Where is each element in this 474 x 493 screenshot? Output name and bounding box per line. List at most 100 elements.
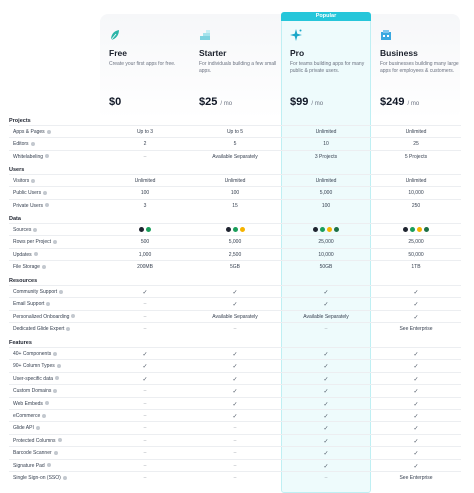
- cell-value: Unlimited: [405, 178, 427, 184]
- section-title: Data: [9, 216, 21, 222]
- cell-value: ✓: [142, 364, 148, 371]
- cell-value: ✓: [413, 364, 419, 371]
- cell-value: ✓: [323, 302, 329, 309]
- row-label: Protected Columns: [13, 438, 62, 444]
- cell-value: ✓: [232, 401, 238, 408]
- section-title: Features: [9, 340, 32, 346]
- plan-description: For businesses building many large apps …: [380, 61, 459, 74]
- info-icon[interactable]: [53, 388, 58, 393]
- cell-value: ✓: [413, 401, 419, 408]
- cell-value: 5,000: [228, 239, 242, 246]
- cell-value: 100: [230, 190, 240, 197]
- info-icon[interactable]: [45, 154, 50, 159]
- info-icon[interactable]: [46, 302, 51, 307]
- steps-icon: [199, 28, 211, 40]
- table-row: Public Users 100 100 5,000 10,000: [9, 186, 461, 198]
- info-icon[interactable]: [55, 376, 60, 381]
- table-row: Private Users 3 15 100 250: [9, 198, 461, 211]
- info-icon[interactable]: [41, 264, 46, 269]
- plan-price-pro: $99 / mo: [290, 96, 324, 108]
- info-icon[interactable]: [53, 351, 58, 356]
- cell-value: –: [143, 475, 147, 481]
- cell-value: 25,000: [318, 239, 334, 246]
- airtable-icon: [239, 227, 245, 232]
- cell-value: –: [233, 450, 237, 457]
- cell-value: ✓: [232, 389, 238, 396]
- glide-source-icon: [225, 227, 231, 232]
- cell-value: 2,500: [228, 251, 242, 258]
- row-label: Rows per Project: [13, 239, 58, 245]
- row-label: Web Embeds: [13, 401, 49, 407]
- cell-value: 50GB: [319, 264, 333, 271]
- cell-value: ✓: [232, 302, 238, 309]
- excel-icon: [424, 227, 429, 232]
- info-icon[interactable]: [53, 450, 58, 455]
- cell-value: 3 Projects: [314, 153, 338, 160]
- cell-value: ✓: [323, 401, 329, 408]
- info-icon[interactable]: [42, 413, 47, 418]
- table-row: Updates 1,000 2,500 10,000 50,000: [9, 247, 461, 260]
- info-icon[interactable]: [57, 438, 62, 443]
- building-icon: [380, 28, 392, 40]
- info-icon[interactable]: [46, 129, 51, 134]
- info-icon[interactable]: [33, 252, 38, 257]
- cell-value: ✓: [323, 426, 329, 433]
- cell-value: ✓: [323, 463, 329, 470]
- glide-source-icon: [313, 227, 318, 232]
- cell-value: ✓: [232, 376, 238, 383]
- cell-value: –: [143, 313, 147, 320]
- popular-badge: Popular: [281, 12, 371, 21]
- info-icon[interactable]: [35, 426, 40, 431]
- cell-value: ✓: [323, 438, 329, 445]
- info-icon[interactable]: [31, 178, 36, 183]
- airtable-icon: [417, 227, 422, 232]
- cell-value: 5: [233, 141, 237, 148]
- cell-value: 25: [413, 141, 419, 148]
- info-icon[interactable]: [59, 289, 64, 294]
- row-label: Single Sign-on (SSO): [13, 475, 67, 481]
- cell-value: –: [143, 326, 147, 333]
- row-label: Public Users: [13, 190, 48, 196]
- cell-value: 2: [143, 141, 147, 148]
- source-icons: [371, 227, 461, 234]
- cell-value: –: [233, 425, 237, 432]
- cell-value: 200MB: [137, 264, 153, 271]
- plan-starter: Starter For individuals building a few s…: [199, 28, 285, 81]
- cell-value: Up to 5: [226, 129, 244, 135]
- plan-price-starter: $25 / mo: [199, 96, 233, 108]
- cell-value: ✓: [232, 414, 238, 420]
- info-icon[interactable]: [53, 240, 58, 245]
- row-label: 40+ Components: [13, 351, 58, 357]
- info-icon[interactable]: [30, 142, 35, 147]
- info-icon[interactable]: [71, 314, 76, 319]
- cell-value: –: [233, 437, 237, 444]
- cell-value: ✓: [232, 290, 238, 296]
- table-row: Custom Domains – ✓ ✓ ✓: [9, 384, 461, 396]
- cell-value: –: [233, 462, 237, 469]
- plans-header-background: [100, 14, 460, 119]
- info-icon[interactable]: [46, 463, 51, 468]
- row-label: Personalized Onboarding: [13, 314, 76, 320]
- cell-value: 100: [140, 190, 150, 197]
- cell-value: –: [143, 400, 147, 407]
- cell-value: 100: [321, 202, 331, 209]
- google-sheets-icon: [232, 227, 238, 232]
- cell-value: 10: [323, 141, 329, 148]
- info-icon[interactable]: [44, 401, 49, 406]
- info-icon[interactable]: [45, 203, 50, 208]
- cell-value: 3: [143, 202, 147, 209]
- table-row: Glide API – – ✓ ✓: [9, 421, 461, 433]
- cell-value: ✓: [232, 364, 238, 371]
- table-row: Signature Pad – – ✓ ✓: [9, 458, 461, 471]
- info-icon[interactable]: [43, 191, 48, 196]
- info-icon[interactable]: [56, 364, 61, 369]
- info-icon[interactable]: [66, 326, 71, 331]
- info-icon[interactable]: [62, 475, 67, 480]
- info-icon[interactable]: [33, 227, 38, 232]
- cell-value: 15: [232, 202, 238, 209]
- table-row: Web Embeds – ✓ ✓ ✓: [9, 396, 461, 409]
- table-row: Apps & Pages Up to 3 Up to 5 Unlimited Unlim…: [9, 125, 461, 137]
- cell-value: ✓: [413, 451, 419, 458]
- plan-pro: Pro For teams building apps for many pub…: [290, 28, 376, 81]
- cell-value: –: [143, 388, 147, 395]
